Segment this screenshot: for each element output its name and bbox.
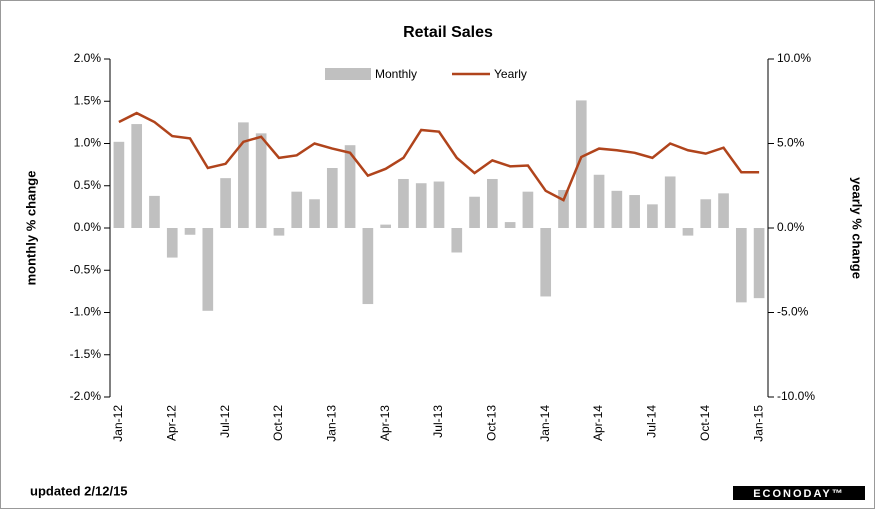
legend-label: Monthly bbox=[375, 67, 417, 81]
bar bbox=[593, 174, 605, 228]
y-tick-label: -1.5% bbox=[70, 347, 102, 361]
bar bbox=[149, 195, 160, 228]
y2-tick-label: 0.0% bbox=[777, 220, 805, 234]
x-tick-label: Jan-15 bbox=[751, 405, 765, 442]
x-tick-label: Apr-12 bbox=[164, 405, 178, 441]
x-tick-label: Jan-13 bbox=[324, 405, 338, 442]
y2-axis-title: yearly % change bbox=[850, 177, 865, 279]
bar bbox=[415, 183, 427, 228]
chart-title: Retail Sales bbox=[403, 24, 493, 41]
footnote: updated 2/12/15 bbox=[30, 483, 128, 498]
y2-tick-label: -5.0% bbox=[777, 305, 809, 319]
bar bbox=[113, 141, 125, 228]
x-tick-label: Oct-12 bbox=[271, 405, 285, 441]
x-tick-label: Apr-14 bbox=[591, 405, 605, 441]
y-tick-label: 1.0% bbox=[74, 136, 102, 150]
bar bbox=[753, 228, 765, 299]
y2-tick-label: 10.0% bbox=[777, 51, 811, 65]
line bbox=[118, 111, 760, 202]
bar bbox=[362, 228, 374, 305]
bar bbox=[522, 191, 534, 228]
bar bbox=[504, 222, 516, 228]
y2-tick-label: 5.0% bbox=[777, 136, 805, 150]
bar bbox=[540, 228, 552, 297]
bar bbox=[344, 145, 356, 228]
source-logo: ECONODAY™ bbox=[753, 488, 845, 500]
y-tick-label: -2.0% bbox=[70, 389, 102, 403]
bar bbox=[682, 228, 694, 236]
bar bbox=[487, 178, 498, 228]
bar bbox=[647, 204, 658, 228]
y-tick-label: 2.0% bbox=[74, 51, 102, 65]
bar bbox=[700, 199, 712, 228]
bar bbox=[291, 191, 303, 228]
x-tick-label: Jul-12 bbox=[218, 405, 232, 438]
bar bbox=[309, 199, 320, 228]
bar bbox=[326, 168, 338, 228]
x-tick-label: Oct-14 bbox=[698, 405, 712, 441]
bar bbox=[664, 176, 676, 228]
x-tick-label: Jan-12 bbox=[111, 405, 125, 442]
y-tick-label: 1.5% bbox=[74, 93, 102, 107]
y-tick-label: -1.0% bbox=[70, 305, 102, 319]
legend-label: Yearly bbox=[494, 67, 527, 81]
y-tick-label: -0.5% bbox=[70, 262, 102, 276]
bar bbox=[220, 178, 231, 228]
bar bbox=[184, 228, 196, 235]
bar bbox=[735, 228, 747, 303]
y2-tick-label: -10.0% bbox=[777, 389, 815, 403]
bar bbox=[166, 228, 178, 258]
bar bbox=[629, 195, 640, 228]
bar bbox=[451, 228, 463, 253]
bar bbox=[255, 133, 267, 228]
bar bbox=[469, 196, 480, 228]
x-tick-label: Jan-14 bbox=[538, 405, 552, 442]
bar bbox=[202, 228, 214, 311]
bar bbox=[558, 189, 569, 228]
x-tick-label: Oct-13 bbox=[485, 405, 499, 441]
x-tick-label: Apr-13 bbox=[378, 405, 392, 441]
y-tick-label: 0.0% bbox=[74, 220, 102, 234]
bar bbox=[131, 124, 143, 228]
legend-swatch bbox=[325, 68, 371, 80]
x-tick-label: Jul-13 bbox=[431, 405, 445, 438]
bar bbox=[611, 190, 623, 228]
y-tick-label: 0.5% bbox=[74, 178, 102, 192]
bar bbox=[398, 178, 409, 228]
bar bbox=[575, 100, 587, 228]
bar bbox=[273, 228, 285, 236]
x-tick-label: Jul-14 bbox=[645, 405, 659, 438]
bar bbox=[380, 224, 391, 228]
logo-box bbox=[733, 486, 865, 500]
y-axis-title: monthly % change bbox=[23, 171, 38, 286]
bar bbox=[433, 181, 445, 228]
bar bbox=[718, 193, 729, 228]
bar bbox=[238, 122, 249, 228]
